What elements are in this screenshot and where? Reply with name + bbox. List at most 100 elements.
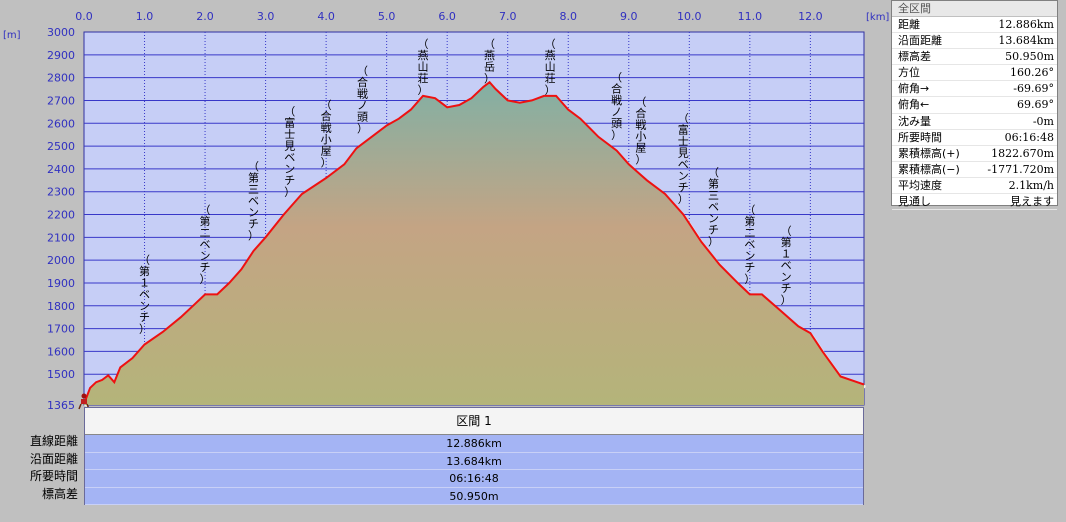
y-tick-label: 1365 bbox=[47, 399, 75, 412]
waypoint-label: （合戦ノ頭） bbox=[611, 71, 622, 142]
stat-row: 標高差 50.950m bbox=[892, 49, 1057, 66]
waypoint-label: （第二ベンチ） bbox=[200, 203, 211, 285]
x-tick-label: 10.0 bbox=[677, 10, 702, 23]
x-tick-label: 11.0 bbox=[738, 10, 763, 23]
stat-label: 累積標高(+) bbox=[898, 146, 960, 160]
stat-value: 160.26° bbox=[1010, 66, 1054, 80]
stat-label: 見通し bbox=[898, 195, 931, 209]
waypoint-label: （第三ベンチ） bbox=[708, 166, 719, 248]
waypoint-label: （第１ベンチ） bbox=[781, 225, 792, 307]
waypoint-annotations: （第１ベンチ） （第二ベンチ） （第三ベンチ） （富士見ベンチ） （合戦小屋） （合戦ノ頭… bbox=[139, 38, 792, 336]
y-tick-label: 2400 bbox=[47, 163, 75, 176]
stat-value: 06:16:48 bbox=[1004, 130, 1054, 144]
y-tick-label: 2900 bbox=[47, 49, 75, 62]
stat-row: 累積標高(−) -1771.720m bbox=[892, 162, 1057, 178]
waypoint-label: （合戦ノ頭） bbox=[357, 64, 368, 135]
y-tick-label: 2700 bbox=[47, 94, 75, 107]
y-tick-label: 1500 bbox=[47, 368, 75, 381]
waypoint-label: （第三ベンチ） bbox=[248, 160, 259, 242]
value-elevation-diff: 50.950m bbox=[85, 488, 863, 505]
stat-label: 所要時間 bbox=[898, 130, 942, 144]
elevation-area bbox=[84, 82, 864, 405]
x-tick-label: 5.0 bbox=[378, 10, 396, 23]
stat-label: 距離 bbox=[898, 18, 920, 31]
x-tick-label: 9.0 bbox=[620, 10, 638, 23]
stat-label: 俯角← bbox=[898, 98, 930, 112]
waypoint-label: （合戦小屋） bbox=[635, 96, 646, 167]
stat-label: 平均速度 bbox=[898, 178, 942, 192]
x-tick-label: 2.0 bbox=[196, 10, 214, 23]
stats-title: 全区間 bbox=[892, 1, 1057, 17]
y-tick-label: 3000 bbox=[47, 26, 75, 39]
x-unit-label: [km] bbox=[866, 12, 889, 23]
x-tick-label: 0.0 bbox=[75, 10, 93, 23]
value-surface-distance: 13.684km bbox=[85, 453, 863, 470]
waypoint-label: （燕岳） bbox=[484, 38, 495, 86]
x-tick-label: 12.0 bbox=[798, 10, 823, 23]
segment-row-labels: 直線距離 沿面距離 所要時間 標高差 bbox=[0, 433, 78, 503]
stat-row: 所要時間 06:16:48 bbox=[892, 130, 1057, 146]
stat-value: 13.684km bbox=[998, 34, 1054, 48]
y-tick-label: 2800 bbox=[47, 72, 75, 85]
stat-value: 2.1km/h bbox=[1008, 178, 1054, 192]
stat-row: 方位 160.26° bbox=[892, 65, 1057, 82]
stat-row: 距離 12.886km bbox=[892, 17, 1057, 34]
stat-value: -69.69° bbox=[1013, 82, 1054, 96]
segment-header[interactable]: 区間 1 bbox=[85, 408, 863, 435]
value-straight-distance: 12.886km bbox=[85, 435, 863, 453]
segment-values: 12.886km 13.684km 06:16:48 50.950m bbox=[85, 435, 863, 505]
waypoint-label: （富士見ベンチ） bbox=[284, 105, 295, 199]
y-tick-label: 1700 bbox=[47, 323, 75, 336]
stat-label: 沿面距離 bbox=[898, 34, 942, 48]
label-surface-distance: 沿面距離 bbox=[29, 451, 78, 466]
y-axis-ticks: 3000 2900 2800 2700 2600 2500 2400 2300 2200 2100… bbox=[47, 26, 75, 412]
stat-row: 平均速度 2.1km/h bbox=[892, 178, 1057, 195]
segment-table: 区間 1 12.886km 13.684km 06:16:48 50.950m bbox=[84, 407, 864, 505]
stat-row: 俯角← 69.69° bbox=[892, 97, 1057, 114]
waypoint-label: （第二ベンチ） bbox=[744, 203, 755, 285]
elevation-line bbox=[83, 80, 865, 405]
stats-panel: 全区間 距離 12.886km 沿面距離 13.684km 標高差 50.950m 方位 16… bbox=[891, 0, 1058, 211]
stat-label: 方位 bbox=[898, 66, 920, 80]
x-tick-label: 6.0 bbox=[438, 10, 456, 23]
y-tick-label: 2000 bbox=[47, 254, 75, 267]
y-tick-label: 2500 bbox=[47, 140, 75, 153]
waypoint-label: （燕山荘） bbox=[545, 38, 556, 97]
y-tick-label: 1900 bbox=[47, 277, 75, 290]
stat-label: 累積標高(−) bbox=[898, 162, 960, 176]
y-tick-label: 1800 bbox=[47, 300, 75, 313]
y-unit-label: [m] bbox=[3, 30, 21, 41]
waypoint-label: （合戦小屋） bbox=[321, 99, 332, 170]
stat-row: 俯角→ -69.69° bbox=[892, 81, 1057, 98]
x-tick-label: 8.0 bbox=[559, 10, 577, 23]
y-tick-label: 2200 bbox=[47, 209, 75, 222]
stat-value: 50.950m bbox=[1005, 50, 1054, 64]
stat-value: 12.886km bbox=[998, 18, 1054, 31]
stat-value: 見えます bbox=[1010, 195, 1054, 209]
stat-label: 標高差 bbox=[898, 50, 931, 64]
value-travel-time: 06:16:48 bbox=[85, 470, 863, 488]
label-elevation-diff: 標高差 bbox=[41, 486, 78, 501]
stat-row: 見通し 見えます bbox=[892, 194, 1057, 211]
stat-label: 沈み量 bbox=[898, 114, 931, 128]
y-tick-label: 2100 bbox=[47, 231, 75, 244]
x-tick-label: 3.0 bbox=[257, 10, 275, 23]
x-axis-ticks: 0.0 1.0 2.0 3.0 4.0 5.0 6.0 7.0 8.0 9.0 10.0 11.0 12… bbox=[75, 10, 822, 23]
waypoint-label: （燕山荘） bbox=[417, 38, 428, 97]
x-tick-label: 1.0 bbox=[136, 10, 154, 23]
y-tick-label: 2600 bbox=[47, 117, 75, 130]
hiker-icon bbox=[78, 393, 90, 410]
label-straight-distance: 直線距離 bbox=[29, 434, 78, 448]
waypoint-label: （第１ベンチ） bbox=[139, 254, 150, 336]
x-tick-label: 7.0 bbox=[499, 10, 517, 23]
stat-row: 沈み量 -0m bbox=[892, 114, 1057, 130]
stat-value: 69.69° bbox=[1017, 98, 1054, 112]
stat-row: 沿面距離 13.684km bbox=[892, 33, 1057, 50]
label-travel-time: 所要時間 bbox=[29, 469, 78, 483]
stat-label: 俯角→ bbox=[898, 82, 930, 96]
x-tick-label: 4.0 bbox=[317, 10, 335, 23]
stat-value: -0m bbox=[1032, 114, 1054, 128]
waypoint-label: （富士見ベンチ） bbox=[678, 112, 689, 206]
stat-row: 累積標高(+) 1822.670m bbox=[892, 146, 1057, 162]
